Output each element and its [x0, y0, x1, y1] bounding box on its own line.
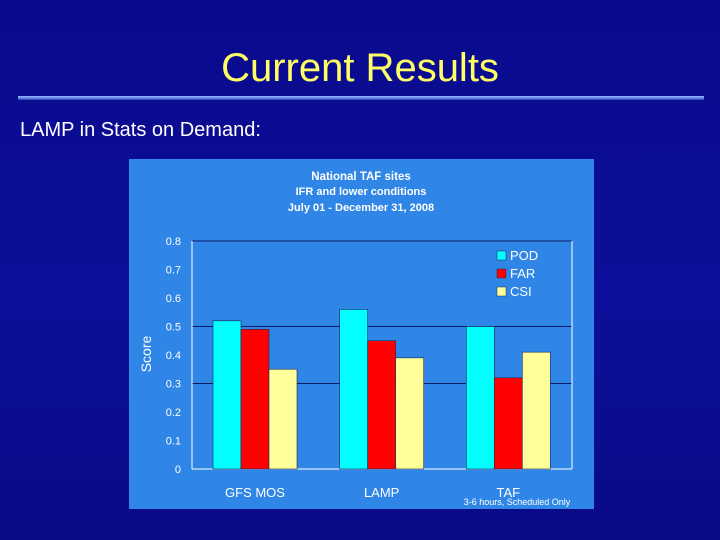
bar-pod-taf: [466, 326, 495, 470]
legend-label-csi: CSI: [510, 284, 532, 299]
bar-csi-gfs-mos: [268, 368, 298, 470]
y-axis-label: Score: [138, 336, 154, 373]
bar-far-taf: [494, 377, 523, 470]
y-tick-label: 0.4: [166, 350, 181, 362]
chart-title: National TAF sites: [311, 171, 410, 183]
y-tick-label: 0.6: [166, 293, 181, 305]
legend-swatch-far: [496, 268, 507, 279]
chart-subtitle-conditions: IFR and lower conditions: [296, 186, 427, 198]
y-tick-label: 0.8: [166, 236, 181, 248]
legend-swatch-pod: [496, 250, 507, 261]
x-tick-label: TAF: [497, 485, 521, 500]
bar-csi-taf: [522, 351, 551, 470]
bar-far-lamp: [367, 340, 396, 470]
chart-panel: National TAF sites IFR and lower conditi…: [129, 159, 594, 509]
plot-area: 0 0.1 0.2 0.3 0.4 0.5 0.6 0.7 0.8 GFS MOS LAMP TAF P…: [166, 236, 573, 500]
x-tick-label: GFS MOS: [225, 485, 285, 500]
bar-pod-gfs-mos: [212, 320, 242, 470]
bar-chart: National TAF sites IFR and lower conditi…: [138, 171, 573, 507]
y-tick-label: 0.1: [166, 436, 181, 448]
chart-subtitle-dates: July 01 - December 31, 2008: [288, 202, 434, 214]
legend-label-pod: POD: [510, 248, 538, 263]
y-tick-label: 0.5: [166, 322, 181, 334]
bar-pod-lamp: [339, 309, 368, 470]
bar-far-gfs-mos: [240, 329, 270, 470]
y-tick-label: 0.3: [166, 379, 181, 391]
legend-label-far: FAR: [510, 266, 535, 281]
legend-swatch-csi: [496, 286, 507, 297]
y-tick-label: 0.2: [166, 407, 181, 419]
x-tick-label: LAMP: [364, 485, 399, 500]
y-tick-label: 0: [175, 464, 181, 476]
slide-subtitle: LAMP in Stats on Demand:: [20, 119, 261, 141]
slide-title: Current Results: [221, 46, 499, 90]
title-underline: [18, 96, 704, 100]
bar-csi-lamp: [395, 357, 424, 470]
y-tick-label: 0.7: [166, 265, 181, 277]
chart-annotation: 3-6 hours, Scheduled Only: [464, 497, 571, 507]
